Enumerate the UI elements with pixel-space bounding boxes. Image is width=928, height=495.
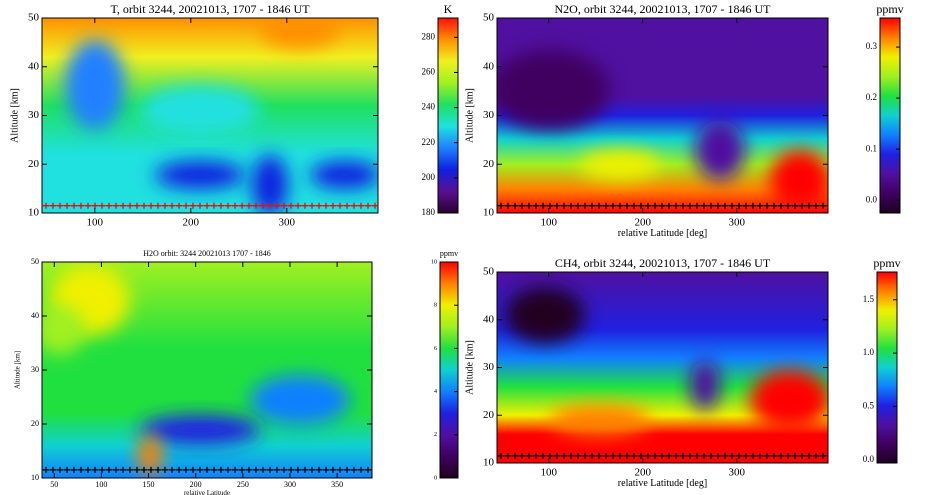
y-tick-label: 20 [483, 409, 495, 421]
colorbar [437, 17, 459, 214]
y-tick-label: 50 [483, 12, 495, 24]
colorbar-tick-label: 2 [434, 432, 437, 438]
x-tick-label: 300 [729, 216, 746, 228]
colorbar [439, 261, 459, 479]
contour-field [42, 18, 378, 213]
x-tick-label: 200 [190, 480, 202, 489]
x-axis-label: relative Latitude [deg] [618, 478, 707, 489]
colorbar-tick-label: 4 [434, 389, 437, 395]
x-tick-label: 300 [279, 216, 296, 228]
y-axis-label: Altitude [km] [464, 88, 475, 143]
field-blob [695, 120, 745, 180]
chart-title: N2O, orbit 3244, 20021013, 1707 - 1846 U… [555, 2, 772, 16]
colorbar-tick-label: 280 [422, 31, 436, 41]
y-tick-label: 30 [28, 109, 40, 121]
colorbar-tick-label: 6 [434, 346, 437, 352]
field-blob [140, 415, 260, 445]
x-tick-label: 200 [635, 216, 652, 228]
contour-field [497, 18, 828, 213]
field-blob [690, 360, 720, 410]
y-tick-label: 40 [31, 311, 39, 320]
contour-field [497, 272, 828, 463]
colorbar-tick-label: 200 [422, 172, 436, 182]
y-tick-label: 10 [483, 457, 495, 469]
y-tick-label: 40 [28, 60, 40, 72]
colorbar-tick-label: 1.5 [863, 294, 875, 304]
field-blob [42, 305, 85, 355]
colorbar-label: ppmv [440, 249, 458, 258]
x-tick-label: 150 [143, 480, 155, 489]
field-blob [580, 150, 660, 180]
field-blob [138, 435, 162, 475]
colorbar-label: ppmv [873, 256, 900, 270]
colorbar-tick-label: 0 [434, 475, 437, 481]
y-tick-label: 30 [483, 109, 495, 121]
x-axis-label: relative Latitude [deg] [618, 228, 707, 239]
field-blob [505, 287, 585, 343]
colorbar-tick-label: 220 [422, 137, 436, 147]
field-blob [65, 40, 125, 130]
colorbar-tick-label: 180 [422, 207, 436, 217]
y-tick-label: 30 [31, 365, 39, 374]
field-blob [252, 155, 288, 213]
colorbar-tick-label: 8 [434, 303, 437, 309]
y-tick-label: 40 [483, 60, 495, 72]
y-tick-label: 20 [31, 419, 39, 428]
y-axis-label: Altitude [km] [464, 340, 475, 395]
field-blob [155, 161, 245, 189]
colorbar-tick-label: 0.1 [866, 143, 877, 153]
x-tick-label: 250 [237, 480, 249, 489]
x-tick-label: 200 [183, 216, 200, 228]
y-tick-label: 50 [28, 12, 40, 24]
field-blob [497, 50, 610, 130]
field-blob [550, 405, 650, 435]
y-tick-label: 40 [483, 313, 495, 325]
colorbar-label: ppmv [876, 2, 903, 16]
x-tick-label: 100 [87, 216, 104, 228]
colorbar-tick-label: 1.0 [863, 347, 875, 357]
contour-field [42, 262, 372, 478]
field-blob [770, 150, 828, 210]
colorbar-tick-label: 240 [422, 102, 436, 112]
field-blob [260, 18, 340, 48]
chart-title: CH4, orbit 3244, 20021013, 1707 - 1846 U… [555, 256, 771, 270]
x-tick-label: 350 [331, 480, 343, 489]
y-axis-label: Altitude [km] [14, 351, 22, 389]
colorbar-tick-label: 0.2 [866, 92, 877, 102]
field-blob [250, 375, 350, 425]
x-tick-label: 100 [540, 216, 557, 228]
y-tick-label: 10 [483, 207, 495, 219]
field-blob [140, 85, 260, 135]
y-tick-label: 30 [483, 361, 495, 373]
x-tick-label: 100 [95, 480, 107, 489]
field-blob [750, 370, 828, 430]
y-tick-label: 10 [31, 473, 39, 482]
x-tick-label: 200 [635, 466, 652, 478]
y-tick-label: 10 [28, 207, 40, 219]
colorbar-tick-label: 10 [431, 259, 437, 265]
colorbar [876, 271, 898, 464]
colorbar-tick-label: 260 [422, 67, 436, 77]
colorbar-tick-label: 0.3 [866, 41, 878, 51]
y-axis-label: Altitude [km] [9, 88, 20, 143]
y-tick-label: 20 [28, 158, 40, 170]
x-axis-label: relative Latitude [184, 489, 230, 495]
colorbar-tick-label: 0.5 [863, 401, 875, 411]
field-blob [310, 161, 378, 189]
y-tick-label: 20 [483, 158, 495, 170]
colorbar-tick-label: 0.0 [863, 454, 875, 464]
x-tick-label: 300 [284, 480, 296, 489]
colorbar-tick-label: 0.0 [866, 194, 878, 204]
y-tick-label: 50 [483, 266, 495, 278]
y-tick-label: 50 [31, 257, 39, 266]
x-tick-label: 100 [540, 466, 557, 478]
x-tick-label: 50 [50, 480, 58, 489]
colorbar [879, 17, 901, 214]
chart-title: H2O orbit: 3244 20021013 1707 - 1846 [143, 249, 271, 258]
chart-title: T, orbit 3244, 20021013, 1707 - 1846 UT [110, 2, 310, 16]
x-tick-label: 300 [729, 466, 746, 478]
colorbar-label: K [444, 2, 453, 16]
